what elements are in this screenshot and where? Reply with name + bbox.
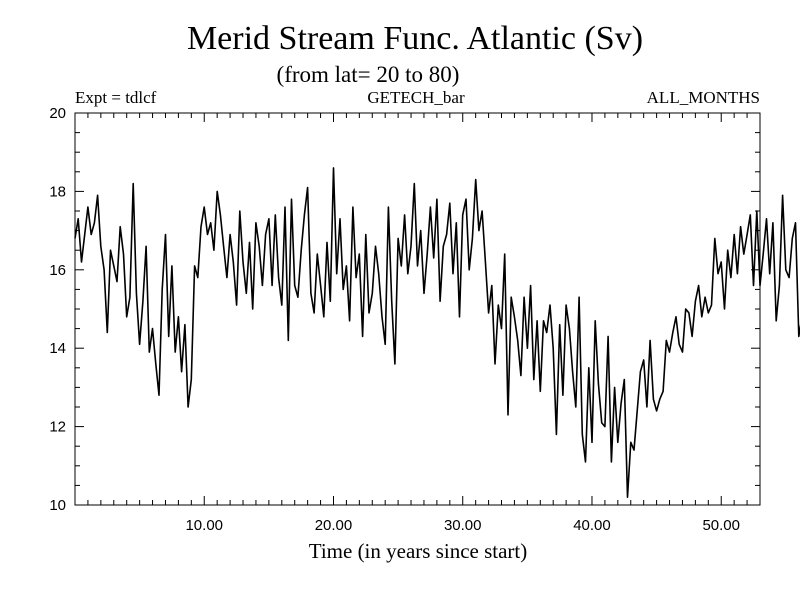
y-tick-label: 12 [49,419,66,436]
y-tick-label: 20 [49,105,66,122]
y-tick-label: 10 [49,497,66,514]
months-label: ALL_MONTHS [647,88,760,107]
data-line [74,167,800,498]
y-tick-labels: 10 12 14 16 18 20 [49,105,66,514]
experiment-label: Expt = tdlcf [75,88,157,107]
x-tick-labels: 10.00 20.00 30.00 40.00 50.00 [185,517,740,534]
x-tick-label: 30.00 [444,517,482,534]
x-tick-label: 40.00 [573,517,611,534]
x-tick-label: 50.00 [702,517,740,534]
x-axis-label: Time (in years since start) [309,539,528,563]
x-tick-label: 20.00 [315,517,353,534]
chart-subtitle: (from lat= 20 to 80) [277,62,460,87]
y-tick-label: 18 [49,183,66,200]
y-tick-label: 16 [49,262,66,279]
y-tick-label: 14 [49,340,66,357]
plot-frame [74,112,761,506]
dataset-label: GETECH_bar [367,88,465,107]
chart-title: Merid Stream Func. Atlantic (Sv) [187,20,643,57]
x-tick-label: 10.00 [185,517,223,534]
axis-ticks [74,112,761,506]
